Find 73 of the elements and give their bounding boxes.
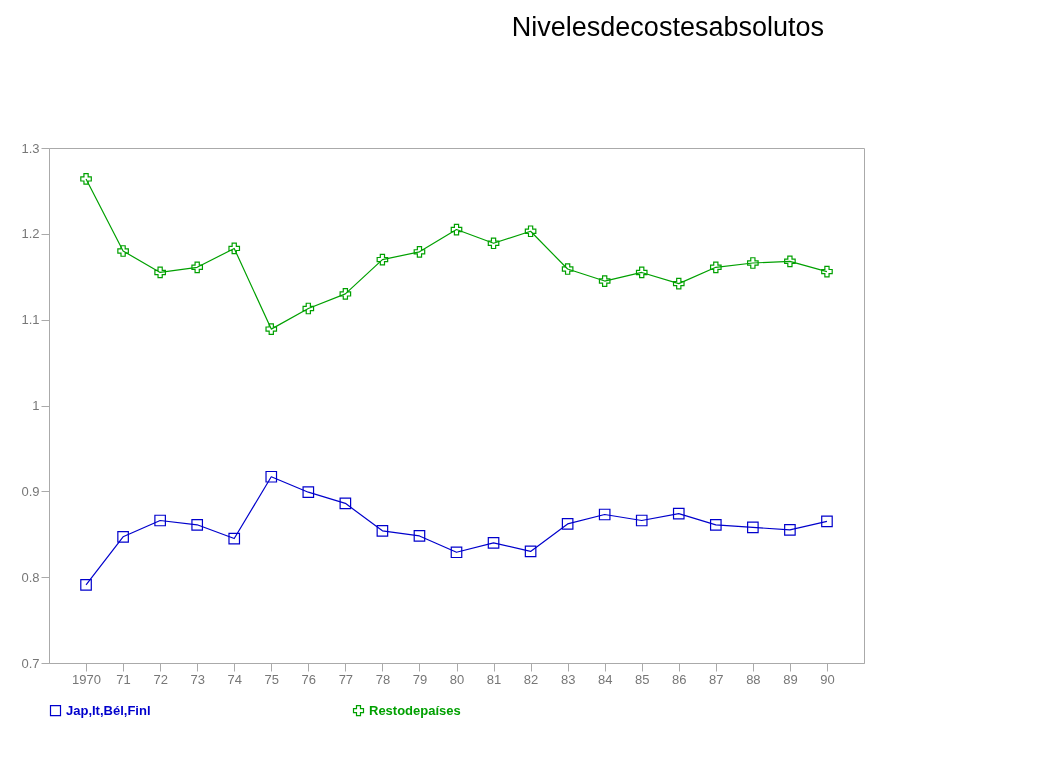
point [709,518,722,531]
point [117,530,129,543]
x-tick-label: 89 [783,671,798,687]
point [413,246,426,258]
point [339,497,352,510]
x-tick-label: 83 [560,671,576,687]
point [561,518,574,530]
point [561,263,574,275]
point [635,514,648,527]
x-tick-label: 85 [634,671,650,687]
point [80,173,92,185]
point [487,237,500,250]
y-tick-label: 1.1 [21,312,40,328]
point [747,521,759,534]
point [784,524,796,536]
point [228,532,241,545]
point [376,253,389,266]
point [265,323,278,335]
x-tick-label: 81 [486,671,502,687]
point [784,255,796,268]
point [747,257,759,269]
point [524,545,537,558]
x-tick-label: 75 [264,671,280,687]
point [487,536,500,549]
legend-label: Restodepaíses [369,702,461,718]
point [265,470,278,483]
x-tick-label: 71 [116,671,131,687]
x-tick-label: 86 [672,671,687,687]
point [117,245,129,257]
x-tick-label: 78 [375,671,391,687]
point [672,507,685,520]
point [413,530,426,542]
point [191,261,204,274]
x-tick-label: 74 [227,671,242,687]
point [376,524,389,537]
y-tick-label: 0.9 [21,483,40,499]
point [191,518,204,531]
x-tick-label: 90 [820,671,835,687]
point [450,223,463,236]
point [821,265,833,278]
x-tick-label: 72 [153,671,168,687]
chart-title: Nivelesdecostesabsolutos [511,12,824,42]
x-tick-label: 1970 [72,671,102,687]
point [598,508,611,521]
point [154,514,166,527]
point [635,266,648,279]
y-tick-label: 0.8 [21,569,40,585]
point [450,546,463,559]
point [709,261,722,274]
x-tick-label: 84 [597,671,613,687]
y-tick-label: 1 [32,398,40,413]
point [154,266,166,279]
x-tick-label: 77 [338,671,354,687]
point [302,302,315,315]
x-tick-label: 79 [412,671,428,687]
x-tick-label: 87 [709,671,724,687]
point [598,275,611,287]
point [302,486,315,499]
x-tick-label: 80 [449,671,465,687]
y-tick-label: 1.2 [21,226,40,242]
x-tick-label: 76 [301,671,317,687]
legend-label: Jap,It,Bél,Finl [66,702,151,718]
point [80,579,92,591]
point [339,288,352,300]
x-tick-label: 73 [190,671,205,687]
point [672,277,685,290]
y-tick-label: 0.7 [21,655,40,671]
point [228,242,241,255]
point [524,225,537,238]
x-tick-label: 88 [746,671,761,687]
x-tick-label: 82 [523,671,539,687]
y-tick-label: 1.3 [21,140,40,156]
point [821,515,833,528]
